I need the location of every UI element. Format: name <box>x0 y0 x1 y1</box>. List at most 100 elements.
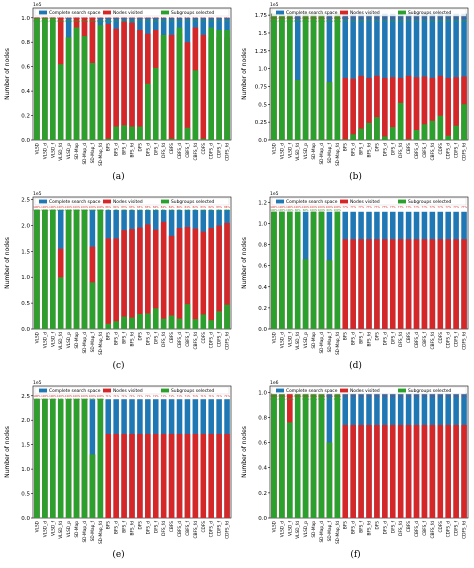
pct-label-selected: 0% <box>383 19 388 23</box>
bar-visited <box>113 238 119 329</box>
bar-visited <box>405 239 412 329</box>
x-tick-label: CDFS_d <box>446 521 452 538</box>
bar-visited <box>200 433 207 518</box>
pct-label-selected: 100% <box>302 19 310 23</box>
pct-label-visited: 54% <box>453 16 459 20</box>
x-tick-label: CBFS_d <box>177 332 183 348</box>
bar-selected <box>176 27 183 140</box>
legend-swatch <box>103 10 111 15</box>
pct-label-visited: 100% <box>97 16 105 20</box>
pct-label-visited: 100% <box>97 205 105 209</box>
x-tick-label: DFS_fd <box>161 332 167 347</box>
x-tick-label: CBFS_fd <box>193 521 199 539</box>
y-tick-label: 0.4 <box>21 89 30 95</box>
pct-label-selected: 100% <box>286 397 294 401</box>
x-tick-label: CDFS <box>438 332 444 344</box>
pct-label-visited: 100% <box>342 16 350 20</box>
x-tick-label: CDFS_fd <box>462 521 468 539</box>
bar-selected <box>65 399 72 518</box>
pct-label-visited: 83% <box>137 205 143 209</box>
pct-label-visited: 77% <box>350 205 356 209</box>
pct-label-visited: 84% <box>169 205 175 209</box>
pct-label-selected: 100% <box>270 208 278 212</box>
pct-label-visited: 100% <box>286 16 294 20</box>
pct-label-selected: 6% <box>217 19 222 23</box>
pct-label-visited: 71% <box>113 394 119 398</box>
bar-visited <box>168 235 175 329</box>
pct-label-visited: 77% <box>358 205 364 209</box>
legend-label: Complete search space <box>286 10 338 16</box>
pct-label-visited: 100% <box>334 394 342 398</box>
pct-label-visited: 100% <box>33 394 41 398</box>
legend-label: Complete search space <box>49 10 101 16</box>
pct-label-visited: 100% <box>120 16 128 20</box>
bar-visited <box>421 239 428 329</box>
bar-selected <box>42 209 48 329</box>
y-tick-label: 0.5 <box>21 492 30 498</box>
pct-label-visited: 84% <box>185 205 191 209</box>
x-tick-label: CDFS_fd <box>225 521 231 539</box>
bar-selected <box>271 211 277 329</box>
bar-selected <box>176 318 183 329</box>
x-tick-label: VLSD_p <box>66 521 72 538</box>
pct-label-selected: 14% <box>169 208 175 212</box>
x-tick-label: CBFS <box>406 143 412 154</box>
x-tick-label: CDFS <box>201 143 207 155</box>
x-tick-label: DFS_f <box>390 521 396 534</box>
legend-label: Nodes visited <box>113 199 143 205</box>
bar-visited <box>152 433 159 518</box>
pct-label-selected: 0% <box>430 19 435 23</box>
pct-label-selected: 21% <box>185 208 191 212</box>
x-tick-label: BFS_fd <box>130 332 136 347</box>
x-tick-label: BFS_fd <box>130 521 136 536</box>
bar-selected <box>81 209 88 329</box>
pct-label-visited: 100% <box>89 205 97 209</box>
pct-label-selected: 60% <box>327 208 333 212</box>
bar-selected <box>271 393 277 518</box>
y-tick-label: 0.2 <box>258 491 267 497</box>
pct-label-visited: 100% <box>33 16 41 20</box>
pct-label-visited: 100% <box>49 394 57 398</box>
chart-panel-c: 0.0 0.5 1.0 1.5 2.0 2.5 1e5 Number of nodes 100%… <box>0 189 237 378</box>
x-tick-label: SD-Map_f <box>90 521 96 542</box>
x-tick-label: VLSD <box>34 520 40 532</box>
x-tick-label: BFS_fd <box>130 143 136 158</box>
pct-label-selected: 12% <box>390 19 396 23</box>
pct-label-visited: 100% <box>65 394 73 398</box>
bar-selected <box>89 454 96 518</box>
pct-label-selected: 100% <box>81 19 89 23</box>
pct-label-visited: 74% <box>350 394 356 398</box>
bar-visited <box>145 224 151 329</box>
legend-swatch <box>161 199 169 204</box>
x-tick-label: CDFS_fd <box>462 332 468 350</box>
bar-selected <box>97 209 104 329</box>
y-tick-label: 0.4 <box>258 466 267 472</box>
pct-label-visited: 100% <box>41 205 49 209</box>
pct-label-visited: 100% <box>81 394 89 398</box>
bar-selected <box>287 211 293 329</box>
pct-label-visited: 74% <box>414 394 420 398</box>
bar-selected <box>271 13 277 141</box>
bar-visited <box>413 239 420 329</box>
x-tick-label: VLSD_fd <box>58 332 64 350</box>
bar-visited <box>358 424 364 518</box>
bar-visited <box>437 75 444 140</box>
bar-selected <box>437 115 444 140</box>
bar-visited <box>129 229 135 329</box>
bar-selected <box>145 313 151 329</box>
x-tick-label: BFS_f <box>122 332 128 344</box>
pct-label-visited: 84% <box>200 16 206 20</box>
legend-box <box>34 8 230 17</box>
y-axis-exponent: 1e5 <box>270 2 279 8</box>
pct-label-visited: 100% <box>41 394 49 398</box>
bar-selected <box>129 126 135 140</box>
x-tick-label: DFS_f <box>153 332 159 345</box>
pct-label-visited: 100% <box>65 16 73 20</box>
bar-selected <box>287 13 293 141</box>
y-tick-label: 0.2 <box>21 114 30 120</box>
bar-visited <box>121 433 127 518</box>
bar-selected <box>334 13 341 141</box>
pct-label-visited: 84% <box>224 16 230 20</box>
pct-label-visited: 83% <box>145 205 151 209</box>
y-tick-label: 2.0 <box>21 223 30 229</box>
